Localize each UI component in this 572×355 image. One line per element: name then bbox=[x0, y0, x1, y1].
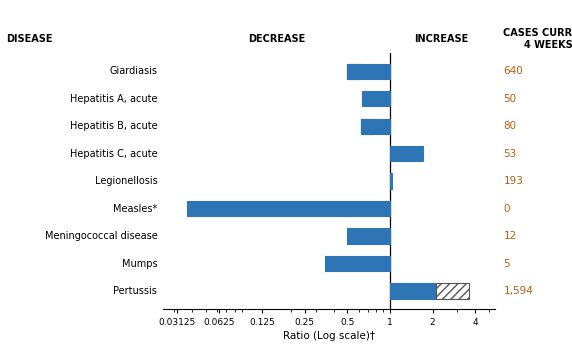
Text: Measles*: Measles* bbox=[113, 203, 157, 214]
X-axis label: Ratio (Log scale)†: Ratio (Log scale)† bbox=[283, 331, 375, 341]
Bar bbox=[390, 283, 435, 299]
Text: Legionellosis: Legionellosis bbox=[94, 176, 157, 186]
Text: 640: 640 bbox=[503, 66, 523, 76]
Bar bbox=[347, 64, 390, 79]
Bar bbox=[325, 256, 390, 271]
Text: DECREASE: DECREASE bbox=[249, 34, 306, 44]
Text: 0: 0 bbox=[503, 203, 510, 214]
Text: 5: 5 bbox=[503, 258, 510, 268]
Text: Hepatitis C, acute: Hepatitis C, acute bbox=[70, 148, 157, 159]
Text: 193: 193 bbox=[503, 176, 523, 186]
Text: DISEASE: DISEASE bbox=[6, 34, 52, 44]
Text: 53: 53 bbox=[503, 148, 517, 159]
Bar bbox=[362, 91, 390, 106]
Text: Giardiasis: Giardiasis bbox=[109, 66, 157, 76]
Text: Hepatitis A, acute: Hepatitis A, acute bbox=[70, 94, 157, 104]
Text: INCREASE: INCREASE bbox=[414, 34, 468, 44]
Text: 1,594: 1,594 bbox=[503, 286, 533, 296]
Text: Hepatitis B, acute: Hepatitis B, acute bbox=[70, 121, 157, 131]
Bar bbox=[390, 146, 423, 161]
Text: CASES CURRENT
4 WEEKS: CASES CURRENT 4 WEEKS bbox=[503, 28, 572, 50]
Text: Pertussis: Pertussis bbox=[113, 286, 157, 296]
Text: Meningococcal disease: Meningococcal disease bbox=[45, 231, 157, 241]
Bar bbox=[390, 174, 392, 189]
Bar bbox=[360, 119, 373, 133]
Text: 80: 80 bbox=[503, 121, 517, 131]
Bar bbox=[435, 283, 468, 299]
Text: Mumps: Mumps bbox=[122, 258, 157, 268]
Text: 12: 12 bbox=[503, 231, 517, 241]
Text: 50: 50 bbox=[503, 94, 517, 104]
Bar bbox=[347, 229, 390, 244]
Bar bbox=[360, 119, 390, 133]
Bar bbox=[347, 64, 360, 79]
Bar bbox=[187, 201, 390, 216]
